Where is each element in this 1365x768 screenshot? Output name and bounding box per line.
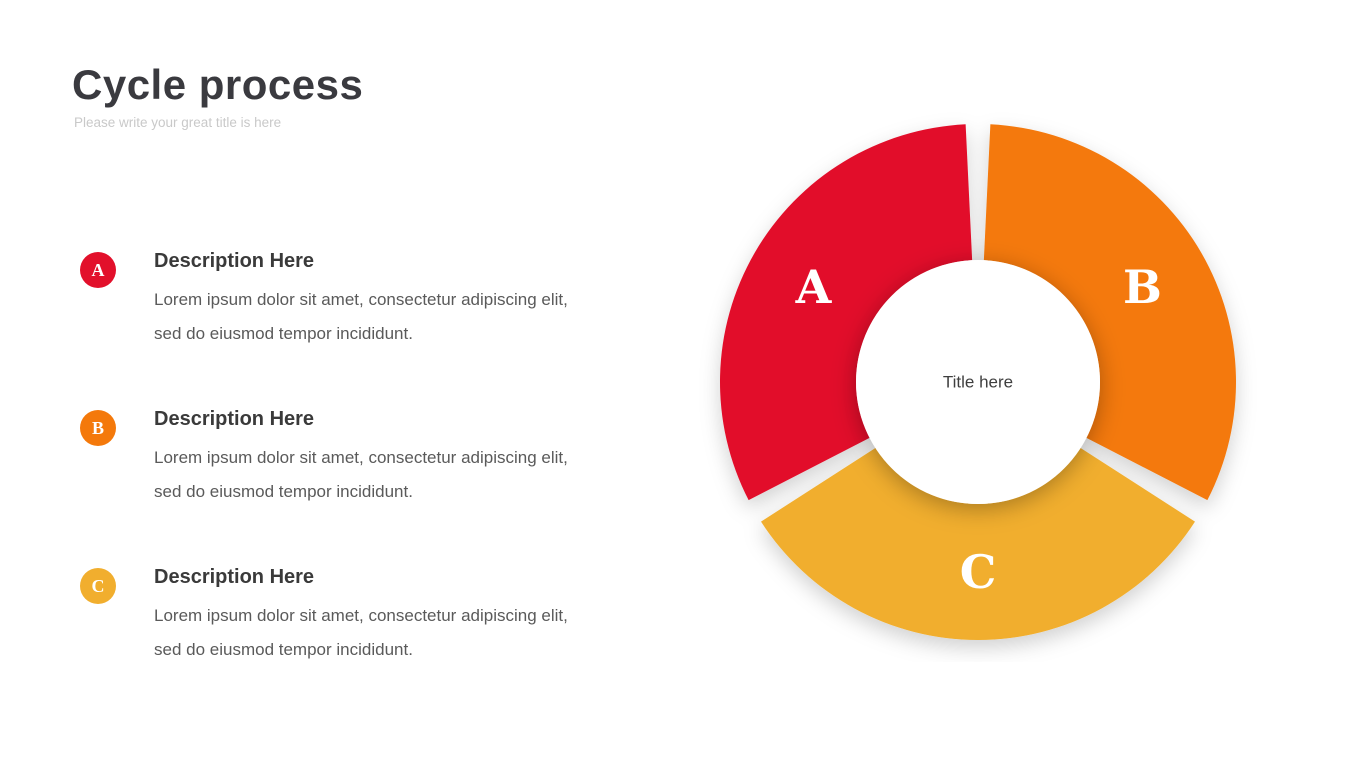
donut-slice-a — [719, 124, 973, 501]
slice-label-b: B — [1123, 260, 1162, 314]
list-item-a: A Description Here Lorem ipsum dolor sit… — [80, 250, 620, 351]
item-text-a: Description Here Lorem ipsum dolor sit a… — [154, 250, 589, 351]
donut-slice-b — [983, 124, 1237, 501]
badge-a: A — [80, 252, 116, 288]
page-title: Cycle process — [72, 61, 364, 108]
donut-slice-c — [761, 448, 1195, 641]
list-item-b: B Description Here Lorem ipsum dolor sit… — [80, 408, 620, 509]
slice-label-a: A — [795, 260, 833, 314]
list-item-c: C Description Here Lorem ipsum dolor sit… — [80, 566, 620, 667]
slice-label-c: C — [960, 545, 997, 599]
item-title: Description Here — [154, 408, 315, 430]
badge-c: C — [80, 568, 116, 604]
donut-svg: A B C Title here — [719, 124, 1237, 641]
item-body: Lorem ipsum dolor sit amet, consectetur … — [154, 448, 568, 501]
item-body: Lorem ipsum dolor sit amet, consectetur … — [154, 290, 568, 343]
item-title: Description Here — [154, 566, 315, 588]
description-list: A Description Here Lorem ipsum dolor sit… — [80, 250, 620, 724]
item-text-c: Description Here Lorem ipsum dolor sit a… — [154, 566, 589, 667]
donut-slices — [719, 124, 1237, 641]
badge-b: B — [80, 410, 116, 446]
item-text-b: Description Here Lorem ipsum dolor sit a… — [154, 408, 589, 509]
slide-header: Cycle process Please write your great ti… — [72, 61, 364, 131]
donut-center-circle — [856, 260, 1100, 504]
donut-center-label: Title here — [943, 373, 1013, 392]
item-body: Lorem ipsum dolor sit amet, consectetur … — [154, 606, 568, 659]
page-subtitle: Please write your great title is here — [74, 115, 282, 131]
cycle-donut-chart: A B C Title here — [698, 102, 1258, 662]
item-title: Description Here — [154, 250, 315, 272]
